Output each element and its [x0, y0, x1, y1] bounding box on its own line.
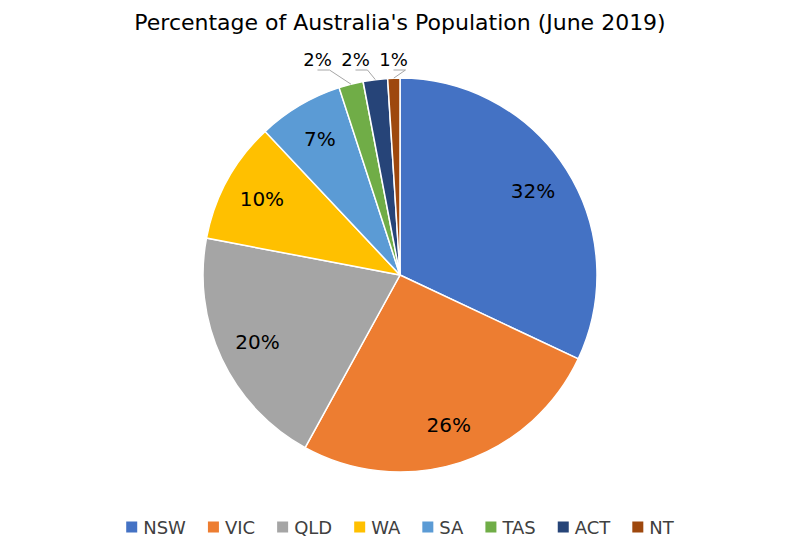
legend-label: VIC: [225, 517, 255, 538]
slice: [388, 78, 400, 275]
legend-label: TAS: [501, 517, 535, 538]
legend-item: NT: [632, 517, 674, 538]
data-label: 10%: [240, 187, 284, 211]
leader-line: [317, 70, 351, 84]
legend-label: SA: [439, 517, 464, 538]
chart: Percentage of Australia's Population (Ju…: [0, 0, 800, 549]
legend-item: SA: [422, 517, 464, 538]
legend-item: WA: [354, 517, 401, 538]
legend-item: TAS: [485, 517, 535, 538]
legend-item: VIC: [208, 517, 255, 538]
legend-label: ACT: [575, 517, 612, 538]
legend-label: NT: [649, 517, 674, 538]
legend-swatch: [422, 522, 433, 533]
pie: 32% 26% 20% 10% 7% 1% 2% 2%: [203, 49, 597, 472]
data-label: 26%: [426, 413, 470, 437]
slice: [363, 78, 400, 275]
legend-label: QLD: [294, 517, 332, 538]
leader-line: [355, 70, 375, 80]
legend-swatch: [126, 522, 137, 533]
data-label: 7%: [304, 127, 336, 151]
legend-swatch: [558, 522, 569, 533]
title: Percentage of Australia's Population (Ju…: [134, 10, 665, 35]
data-label: 32%: [511, 179, 555, 203]
data-label: 1%: [379, 49, 408, 70]
legend-label: WA: [371, 517, 401, 538]
data-label: 2%: [303, 49, 332, 70]
legend-swatch: [354, 522, 365, 533]
legend-label: NSW: [143, 517, 186, 538]
legend-item: NSW: [126, 517, 186, 538]
legend: NSW VIC QLD WA SA TAS ACT NT: [126, 517, 675, 538]
legend-swatch: [208, 522, 219, 533]
data-label: 20%: [235, 330, 279, 354]
legend-swatch: [485, 522, 496, 533]
legend-swatch: [632, 522, 643, 533]
legend-swatch: [277, 522, 288, 533]
leader-line: [393, 70, 405, 78]
data-label: 2%: [341, 49, 370, 70]
legend-item: ACT: [558, 517, 612, 538]
legend-item: QLD: [277, 517, 332, 538]
